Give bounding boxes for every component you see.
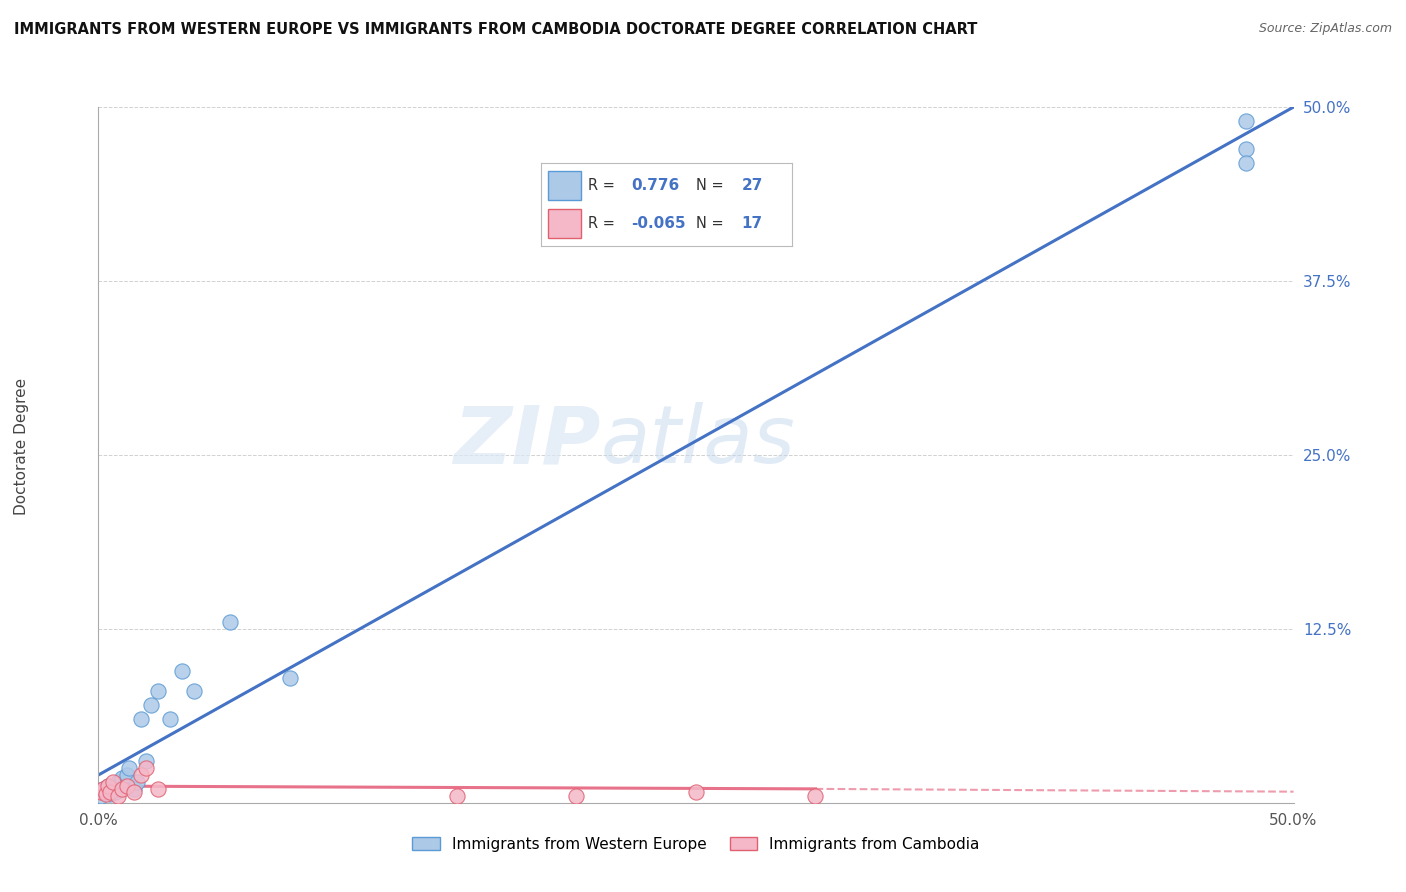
Point (118, 761, 141, 775)
Point (159, 712, 181, 726)
Text: ZIP: ZIP (453, 402, 600, 480)
Point (101, 775, 124, 789)
Text: R =: R = (588, 178, 616, 194)
Point (101, 781, 124, 796)
Point (107, 775, 129, 789)
Point (183, 684, 205, 698)
Point (104, 785, 127, 799)
Legend: Immigrants from Western Europe, Immigrants from Cambodia: Immigrants from Western Europe, Immigran… (406, 830, 986, 858)
Text: Doctorate Degree: Doctorate Degree (14, 377, 28, 515)
Point (98, 788, 122, 802)
Point (565, 789, 588, 803)
Text: N =: N = (696, 178, 724, 194)
Point (131, 768, 153, 782)
Point (98, 785, 122, 799)
Text: atlas: atlas (600, 402, 796, 480)
Point (1234, 155, 1257, 169)
Point (94, 785, 117, 799)
Point (148, 684, 170, 698)
Point (108, 781, 131, 796)
Point (114, 779, 136, 793)
Point (115, 768, 138, 782)
Point (1234, 114, 1257, 128)
Point (804, 789, 827, 803)
Point (135, 754, 157, 768)
Point (111, 771, 134, 785)
Point (148, 781, 170, 796)
Point (446, 789, 468, 803)
Point (97, 779, 120, 793)
Point (90, 785, 112, 799)
Bar (548, 209, 581, 238)
Point (124, 781, 146, 796)
Text: Source: ZipAtlas.com: Source: ZipAtlas.com (1258, 22, 1392, 36)
Point (1234, 142, 1257, 156)
Point (135, 761, 157, 775)
Text: N =: N = (696, 216, 724, 231)
Point (91, 781, 114, 796)
Point (172, 664, 194, 678)
Point (91, 781, 114, 796)
Text: 0.776: 0.776 (631, 178, 679, 194)
Point (131, 712, 153, 726)
Point (139, 698, 162, 713)
Text: R =: R = (588, 216, 616, 231)
Point (111, 781, 134, 796)
Text: 17: 17 (741, 216, 762, 231)
Point (219, 615, 242, 629)
Text: 27: 27 (741, 178, 763, 194)
Point (278, 671, 301, 685)
Point (94, 788, 117, 802)
Point (97, 779, 120, 793)
Point (107, 789, 129, 803)
Bar (548, 171, 581, 201)
Point (124, 785, 146, 799)
Point (685, 785, 707, 799)
Point (90, 789, 112, 803)
Point (115, 779, 138, 793)
Text: -0.065: -0.065 (631, 216, 686, 231)
Point (125, 775, 148, 789)
Text: IMMIGRANTS FROM WESTERN EUROPE VS IMMIGRANTS FROM CAMBODIA DOCTORATE DEGREE CORR: IMMIGRANTS FROM WESTERN EUROPE VS IMMIGR… (14, 22, 977, 37)
